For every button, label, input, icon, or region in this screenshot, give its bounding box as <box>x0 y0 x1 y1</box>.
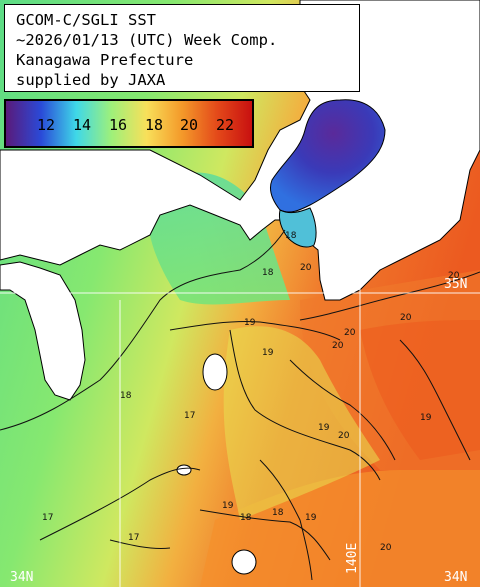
lon-label-140e: 140E <box>345 543 360 574</box>
contour-19c <box>259 459 313 581</box>
legend-label-18: 18 <box>144 116 164 134</box>
contour-label: 19 <box>262 348 274 358</box>
warm-core <box>360 320 480 460</box>
contour-20 <box>299 271 480 321</box>
lat-label-35n-right: 35N <box>444 277 467 292</box>
contour-17 <box>39 467 201 541</box>
contour-label: 20 <box>338 431 350 441</box>
legend-label-16: 16 <box>108 116 128 134</box>
bay-mouth <box>279 207 317 248</box>
info-region: Kanagawa Prefecture <box>16 51 194 69</box>
contour-label: 19 <box>318 423 330 433</box>
lat-label-34n-left: 34N <box>10 570 33 585</box>
contour-label: 20 <box>344 328 356 338</box>
info-supplier: supplied by JAXA <box>16 71 166 89</box>
contour-label: 20 <box>332 341 344 351</box>
contour-label: 17 <box>42 513 53 523</box>
lat-label-34n-right: 34N <box>444 570 467 585</box>
contour-lines <box>0 229 480 581</box>
contour-label: 20 <box>380 543 392 553</box>
contour-label: 19 <box>305 513 317 523</box>
contour-label: 19 <box>244 318 256 328</box>
contour-19 <box>169 321 341 341</box>
contour-17b <box>109 539 171 549</box>
contour-label: 18 <box>120 391 132 401</box>
legend-label-20: 20 <box>179 116 199 134</box>
yellow-band <box>223 326 380 520</box>
contour-label: 18 <box>285 231 297 241</box>
contour-20b <box>289 359 396 461</box>
legend-color-bar <box>6 101 252 146</box>
contour-label: 18 <box>262 268 274 278</box>
contour-19b <box>229 329 381 481</box>
contour-label: 17 <box>184 411 195 421</box>
land-izu <box>0 261 86 401</box>
graticule <box>0 260 480 587</box>
legend-label-14: 14 <box>72 116 92 134</box>
island-toshima <box>176 464 192 476</box>
info-title: GCOM-C/SGLI SST <box>16 11 156 29</box>
contour-label-group: 18 18 19 19 19 19 20 20 20 20 18 17 17 1… <box>42 231 460 553</box>
contour-label: 18 <box>272 508 284 518</box>
island-oshima <box>202 353 228 391</box>
contour-label: 20 <box>448 271 460 281</box>
contour-label: 20 <box>400 313 412 323</box>
legend-label-22: 22 <box>215 116 235 134</box>
legend-label-12: 12 <box>36 116 56 134</box>
contour-label: 17 <box>128 533 139 543</box>
info-date: ~2026/01/13 (UTC) Week Comp. <box>16 31 278 49</box>
land-northwest <box>0 0 480 301</box>
contour-label: 18 <box>240 513 252 523</box>
contour-20c <box>399 339 471 461</box>
contour-label: 20 <box>300 263 312 273</box>
color-scale-legend: 12 14 16 18 20 22 <box>4 99 254 148</box>
island-niijima <box>231 549 257 575</box>
lat-label-35n-left: 35N <box>10 277 33 292</box>
contour-label: 19 <box>420 413 432 423</box>
contour-18 <box>0 229 286 431</box>
contour-18b <box>199 509 331 561</box>
contour-label: 19 <box>222 501 234 511</box>
info-box: GCOM-C/SGLI SST ~2026/01/13 (UTC) Week C… <box>4 4 360 92</box>
